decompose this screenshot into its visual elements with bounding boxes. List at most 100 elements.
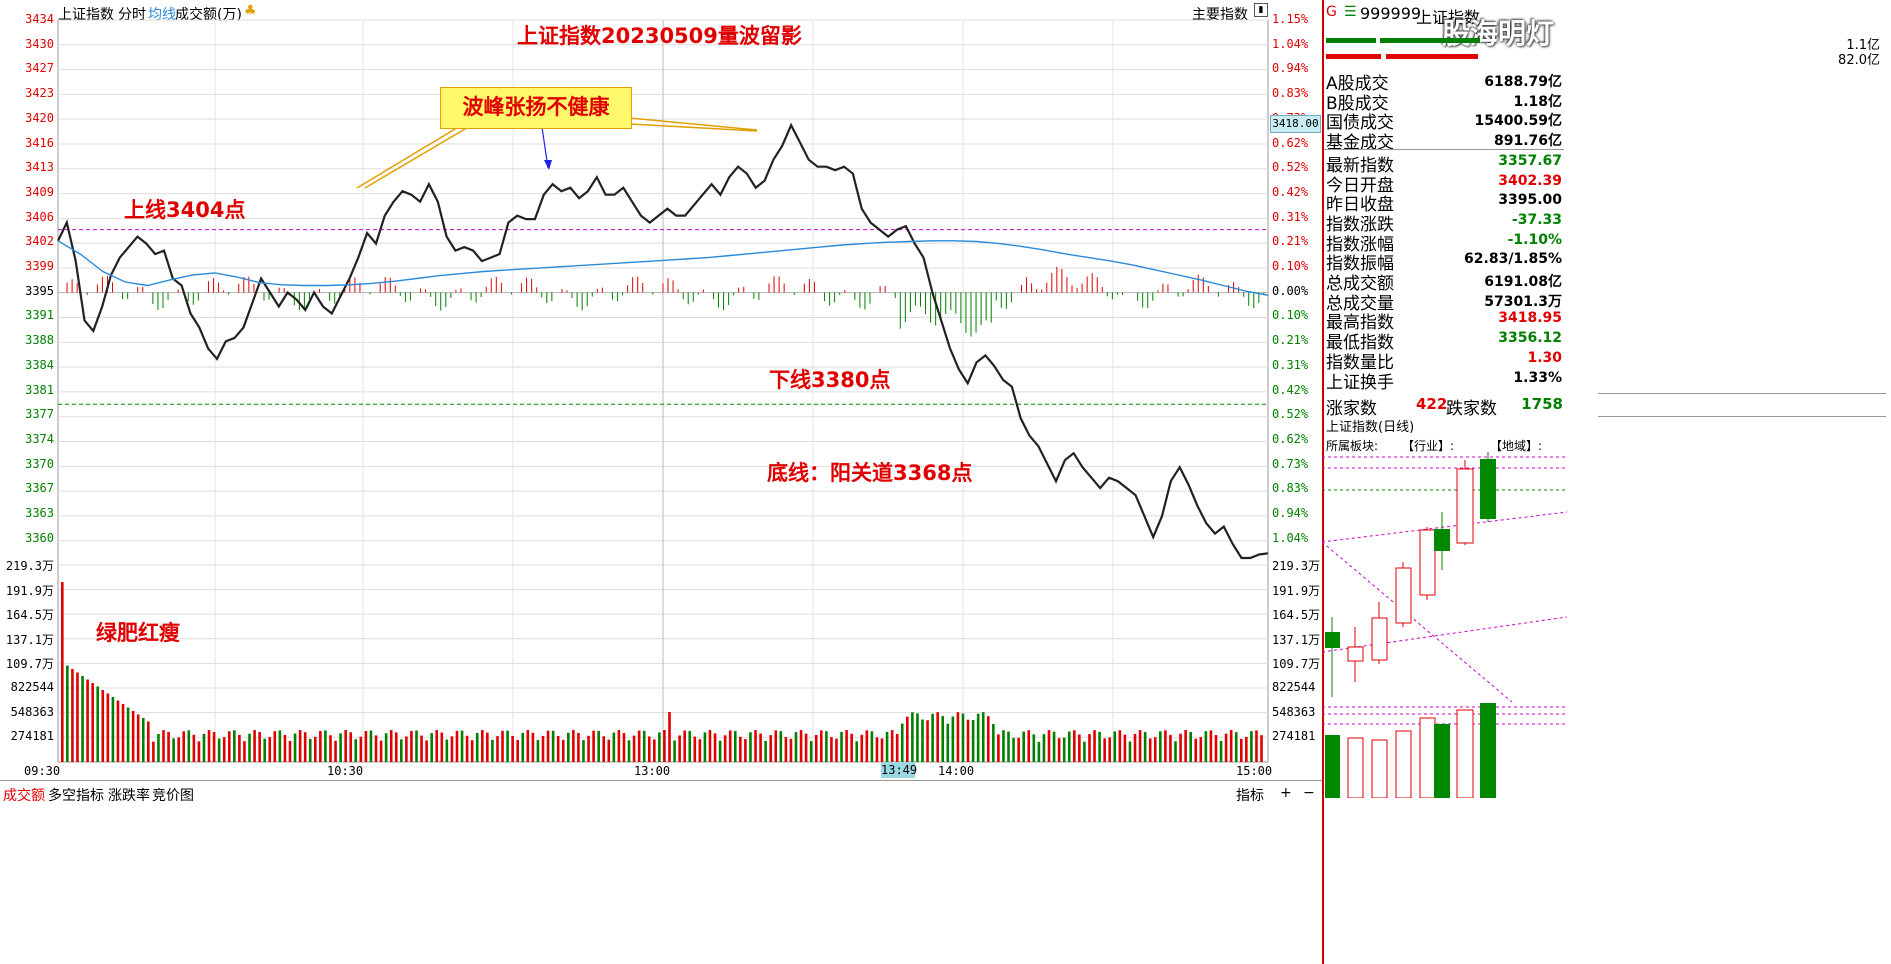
volume-bar [1123,734,1127,762]
intraday-chart [57,19,1269,763]
tab-auction[interactable]: 竞价图 [152,788,194,804]
volume-bar [126,707,130,762]
price-tick-label: 3360 [25,530,54,545]
percent-tick-label: 0.10% [1272,308,1309,323]
volume-bar [425,740,428,762]
volume-bar [480,730,484,762]
zoom-out-button[interactable]: − [1303,785,1315,801]
price-tick-label: 3391 [25,308,54,323]
volume-bar [1047,730,1051,762]
price-tick-label: 3399 [25,259,54,273]
zoom-in-button[interactable]: + [1280,785,1292,801]
tab-volume[interactable]: 成交额(万) [175,7,242,23]
quote-row-value: 1.18亿 [1513,93,1562,110]
volume-bar [577,732,580,762]
time-tick-label: 10:30 [327,764,364,778]
volume-bar [830,737,833,762]
volume-bar [81,676,84,762]
candle-1 [1325,632,1340,648]
volume-bar [1113,731,1117,762]
volume-bar [278,730,282,762]
upper-line-annotation: 上线3404点 [124,198,246,222]
volume-bar [880,738,884,762]
volume-tick-label: 164.5万 [5,608,54,623]
volume-bar [440,732,444,762]
bottom-tab-bar: 成交额 多空指标 涨跌率 竞价图 指标 + − [0,780,1322,804]
main-index-button[interactable]: 主要指数 [1192,7,1248,23]
tab-average-line[interactable]: 均线 [148,7,176,23]
volume-bar [1148,738,1152,762]
volume-bar [455,730,459,762]
bell-icon[interactable]: ♣ [244,3,257,19]
volume-bar [804,733,808,762]
volume-bar [885,731,889,762]
volume-bar [733,731,737,762]
volume-bar [273,731,277,762]
volume-bar [1255,730,1258,762]
time-tick-label: 13:00 [634,764,671,778]
volume-bar [1052,731,1056,762]
tab-timeshare[interactable]: 分时 [118,7,146,23]
percent-tick-label: 1.04% [1272,36,1309,51]
time-tick-label: 09:30 [24,764,61,778]
bottom-line-annotation: 底线：阳关道3368点 [767,461,973,485]
volume-bar [71,669,74,762]
indicator-button[interactable]: 指标 [1236,788,1264,804]
percent-tick-label: 0.94% [1272,61,1309,76]
volume-bar [587,735,590,762]
volume-bar [855,741,859,762]
volume-bar [1194,738,1198,762]
volume-bar [415,730,418,762]
vol-bar-1 [1325,735,1340,798]
tab-volume-bottom[interactable]: 成交额 [3,788,45,804]
volume-tick-label: 109.7万 [5,657,54,672]
volume-bar [658,732,661,762]
volume-bar [622,733,626,762]
volume-bar [997,734,1000,762]
quote-row-value: 62.83/1.85% [1464,251,1562,268]
volume-bar [141,718,145,762]
volume-bar [101,690,105,762]
volume-bar [1108,737,1112,762]
vol-bar-5 [1419,717,1436,798]
quote-row: 国债成交 15400.59亿 [1326,108,1562,133]
volume-bar [1078,734,1081,762]
callout-box: 波峰张扬不健康 [440,87,632,129]
volume-bar [840,731,843,762]
percent-tick-label: 1.04% [1272,530,1309,545]
quote-row-label: 总成交额 [1326,274,1394,294]
volume-bar [298,730,302,762]
volume-bar [572,730,575,762]
volume-bar [607,739,611,762]
volume-bar [723,735,727,762]
right-quote-panel [1322,0,1891,964]
volume-bar [744,739,747,762]
volume-bar [759,733,762,762]
tab-long-short[interactable]: 多空指标 [48,788,104,804]
percent-tick-label: 1.15% [1272,12,1309,26]
menu-icon[interactable]: ☰ [1344,4,1357,20]
volume-bar [895,733,899,762]
panel-toggle-icon[interactable]: ▮ [1254,3,1268,17]
volume-bar [1143,731,1147,762]
volume-bar [369,730,373,762]
daily-chart-title: 上证指数(日线) [1326,420,1415,435]
volume-bar [1057,738,1061,762]
price-tick-label: 3406 [25,209,54,224]
volume-bar [182,731,186,762]
tab-advance-rate[interactable]: 涨跌率 [108,788,150,804]
quote-row-label: 最新指数 [1326,155,1394,176]
volume-bar [526,730,530,762]
volume-tick-label: 548363 [1272,704,1316,719]
volume-bar [76,672,79,762]
quote-row-label: A股成交 [1326,74,1389,94]
quote-row-value: -1.10% [1507,231,1562,248]
volume-bar [1174,741,1177,762]
volume-bar [501,730,504,762]
volume-bar [1103,738,1106,762]
quote-row-value: 6191.08亿 [1484,274,1562,290]
volume-bar [531,732,535,762]
volume-bar [1017,737,1020,762]
volume-bar [162,730,165,762]
volume-bar [567,732,570,762]
